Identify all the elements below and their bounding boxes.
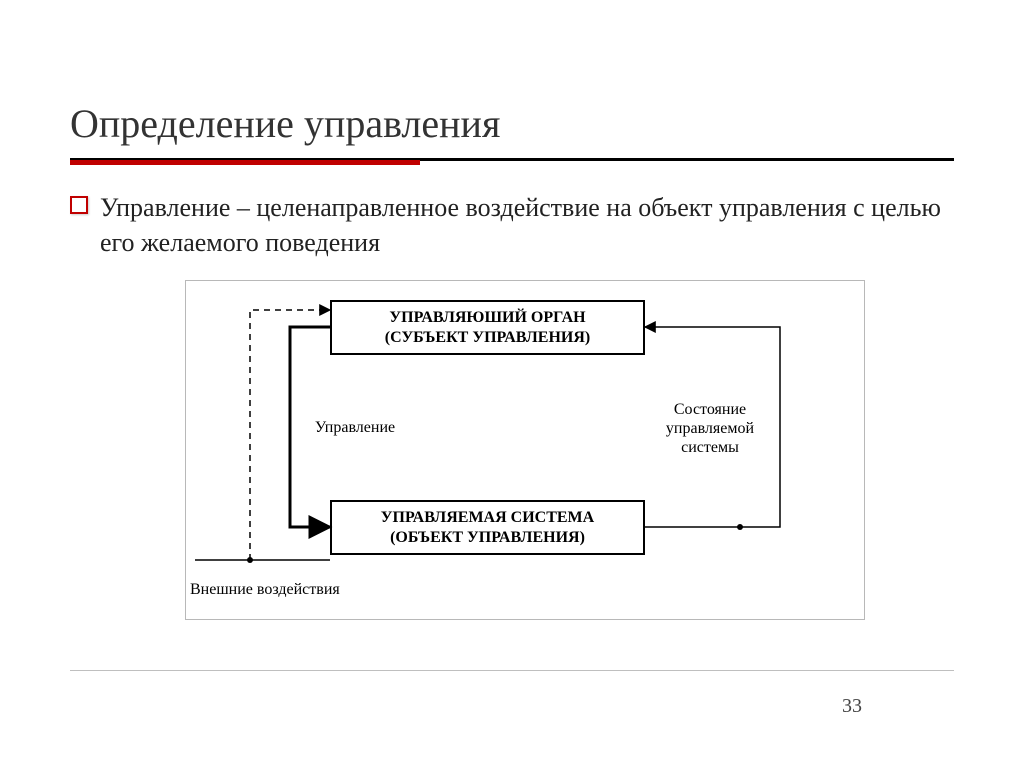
edge-state-up bbox=[645, 327, 780, 527]
edge-control-down bbox=[290, 327, 330, 527]
slide: Определение управления Управление – целе… bbox=[0, 0, 1024, 767]
footer-rule bbox=[70, 670, 954, 671]
junction-dot-external bbox=[247, 557, 253, 563]
diagram-edges bbox=[0, 0, 1024, 767]
page-number: 33 bbox=[842, 695, 862, 718]
junction-dot-state bbox=[737, 524, 743, 530]
